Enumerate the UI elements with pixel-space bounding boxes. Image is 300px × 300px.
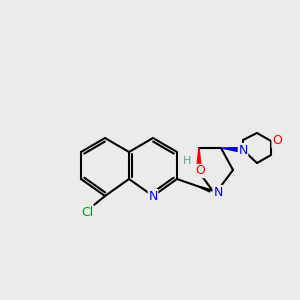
Text: O: O	[272, 134, 282, 148]
Polygon shape	[221, 148, 243, 152]
Text: Cl: Cl	[81, 206, 93, 218]
Text: N: N	[148, 190, 158, 202]
Text: N: N	[213, 185, 223, 199]
Polygon shape	[196, 148, 202, 170]
Text: H: H	[183, 156, 191, 166]
Text: N: N	[238, 143, 248, 157]
Text: O: O	[195, 164, 205, 178]
